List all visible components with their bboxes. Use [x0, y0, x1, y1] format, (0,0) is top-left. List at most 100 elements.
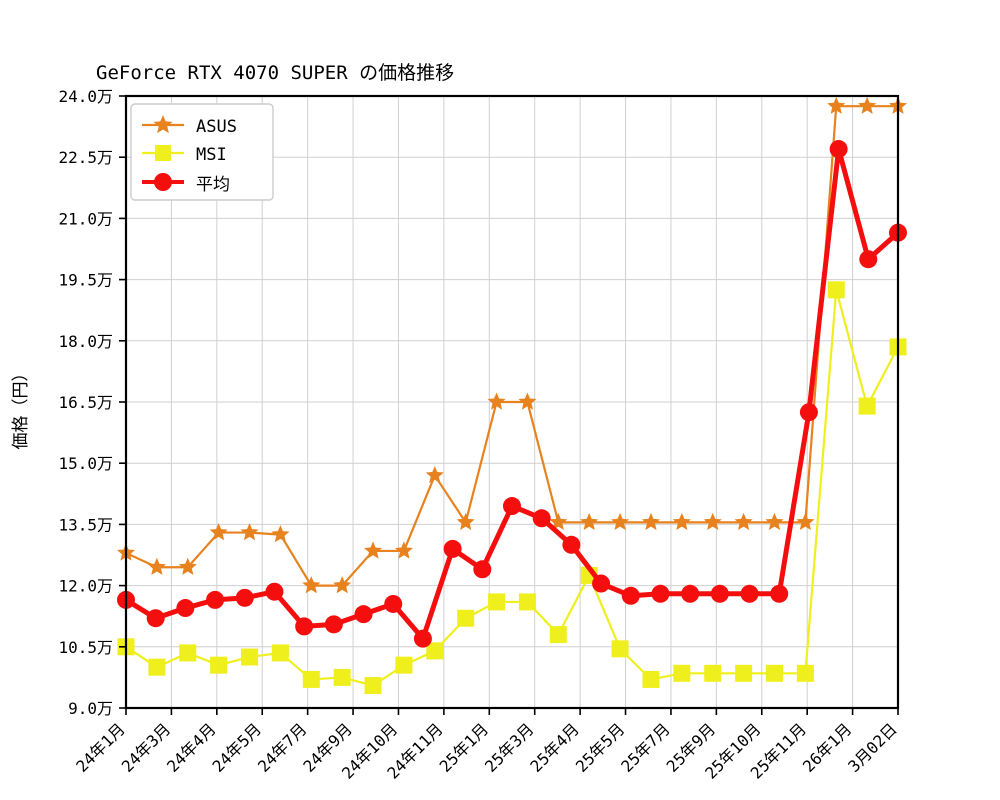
data-point-circle	[859, 250, 878, 269]
legend-entry-average: 平均	[142, 173, 230, 195]
data-point-square	[858, 397, 876, 415]
legend-entry-asus: ASUS	[142, 115, 237, 137]
data-point-square	[333, 668, 351, 686]
data-point-star	[827, 96, 846, 114]
data-point-circle	[621, 586, 640, 605]
series-ASUS	[116, 96, 908, 594]
data-point-square	[426, 642, 444, 660]
data-point-star	[456, 512, 475, 531]
data-point-star	[364, 541, 383, 559]
data-point-star	[765, 512, 784, 531]
data-point-star	[394, 541, 413, 559]
data-point-circle	[770, 584, 789, 603]
y-tick-label: 16.5万	[58, 393, 113, 412]
y-tick-label: 19.5万	[58, 271, 113, 290]
data-point-star	[240, 523, 259, 541]
data-point-square	[457, 609, 475, 627]
y-axis-label: 価格（円）	[11, 365, 31, 450]
data-point-circle	[443, 539, 462, 558]
data-point-circle	[532, 509, 551, 528]
data-point-star	[333, 576, 352, 594]
data-point-circle	[592, 574, 611, 593]
data-point-star	[178, 557, 197, 575]
data-point-square	[673, 664, 691, 682]
data-point-circle	[354, 605, 373, 624]
data-point-circle	[146, 609, 165, 628]
data-point-square	[518, 593, 536, 611]
chart-title: GeForce RTX 4070 SUPER の価格推移	[96, 62, 454, 84]
data-point-circle	[235, 588, 254, 607]
data-point-circle	[829, 140, 848, 159]
data-point-circle	[384, 594, 403, 613]
data-point-square	[827, 281, 845, 299]
data-point-circle	[473, 560, 492, 579]
data-point-star	[672, 512, 691, 531]
y-tick-label: 15.0万	[58, 454, 113, 473]
legend-entry-msi: MSI	[142, 145, 227, 165]
data-point-circle	[503, 497, 521, 516]
data-point-circle	[681, 584, 700, 603]
data-point-star	[302, 576, 321, 594]
data-point-square	[611, 640, 629, 658]
data-point-circle	[799, 403, 818, 422]
y-tick-label: 22.5万	[58, 148, 113, 167]
data-point-star	[209, 523, 228, 541]
data-point-star	[641, 512, 660, 531]
data-point-star	[734, 512, 753, 531]
data-point-star	[580, 512, 599, 531]
legend-label-msi: MSI	[196, 145, 227, 165]
data-point-square	[241, 648, 259, 666]
data-point-circle	[324, 615, 343, 634]
data-point-square	[364, 677, 382, 695]
data-point-circle	[413, 629, 432, 648]
data-point-star	[425, 465, 444, 484]
data-point-circle	[740, 584, 759, 603]
y-tick-label: 9.0万	[68, 699, 113, 718]
data-point-star	[487, 392, 506, 410]
data-point-circle	[206, 590, 225, 609]
plot-series-layer	[116, 96, 908, 695]
y-tick-label: 13.5万	[58, 515, 113, 534]
data-point-square	[704, 664, 722, 682]
data-point-square	[735, 664, 753, 682]
data-point-circle	[710, 584, 729, 603]
square-icon	[155, 145, 171, 161]
legend-label-average: 平均	[196, 175, 230, 195]
star-icon	[153, 115, 173, 134]
data-point-square	[796, 664, 814, 682]
data-point-circle	[265, 582, 284, 601]
data-point-star	[858, 96, 877, 114]
data-point-star	[796, 512, 815, 531]
data-point-star	[611, 512, 630, 531]
y-tick-label: 18.0万	[58, 332, 113, 351]
circle-icon	[154, 173, 172, 191]
data-point-square	[765, 664, 783, 682]
y-axis-ticks: 9.0万 10.5万 12.0万 13.5万 15.0万 16.5万 18.0万 19.5万 2…	[58, 87, 126, 718]
data-point-star	[271, 525, 290, 543]
data-point-star	[147, 557, 166, 575]
data-point-square	[302, 670, 320, 688]
data-point-square	[210, 656, 228, 674]
data-point-circle	[176, 599, 195, 618]
y-tick-label: 12.0万	[58, 577, 113, 596]
data-point-circle	[562, 535, 581, 554]
data-point-square	[179, 644, 197, 662]
data-point-star	[518, 392, 537, 410]
data-point-square	[271, 644, 289, 662]
data-point-circle	[651, 584, 670, 603]
chart-legend: ASUS MSI 平均	[130, 103, 274, 201]
y-tick-label: 21.0万	[58, 209, 113, 228]
data-point-circle	[295, 617, 314, 636]
data-point-square	[488, 593, 506, 611]
data-point-square	[549, 626, 567, 644]
data-point-square	[642, 670, 660, 688]
y-tick-label: 24.0万	[58, 87, 113, 106]
series-平均	[117, 140, 907, 648]
y-tick-label: 10.5万	[58, 638, 113, 657]
legend-label-asus: ASUS	[196, 117, 237, 137]
data-point-square	[395, 656, 413, 674]
data-point-square	[148, 658, 166, 676]
data-point-star	[703, 512, 722, 531]
